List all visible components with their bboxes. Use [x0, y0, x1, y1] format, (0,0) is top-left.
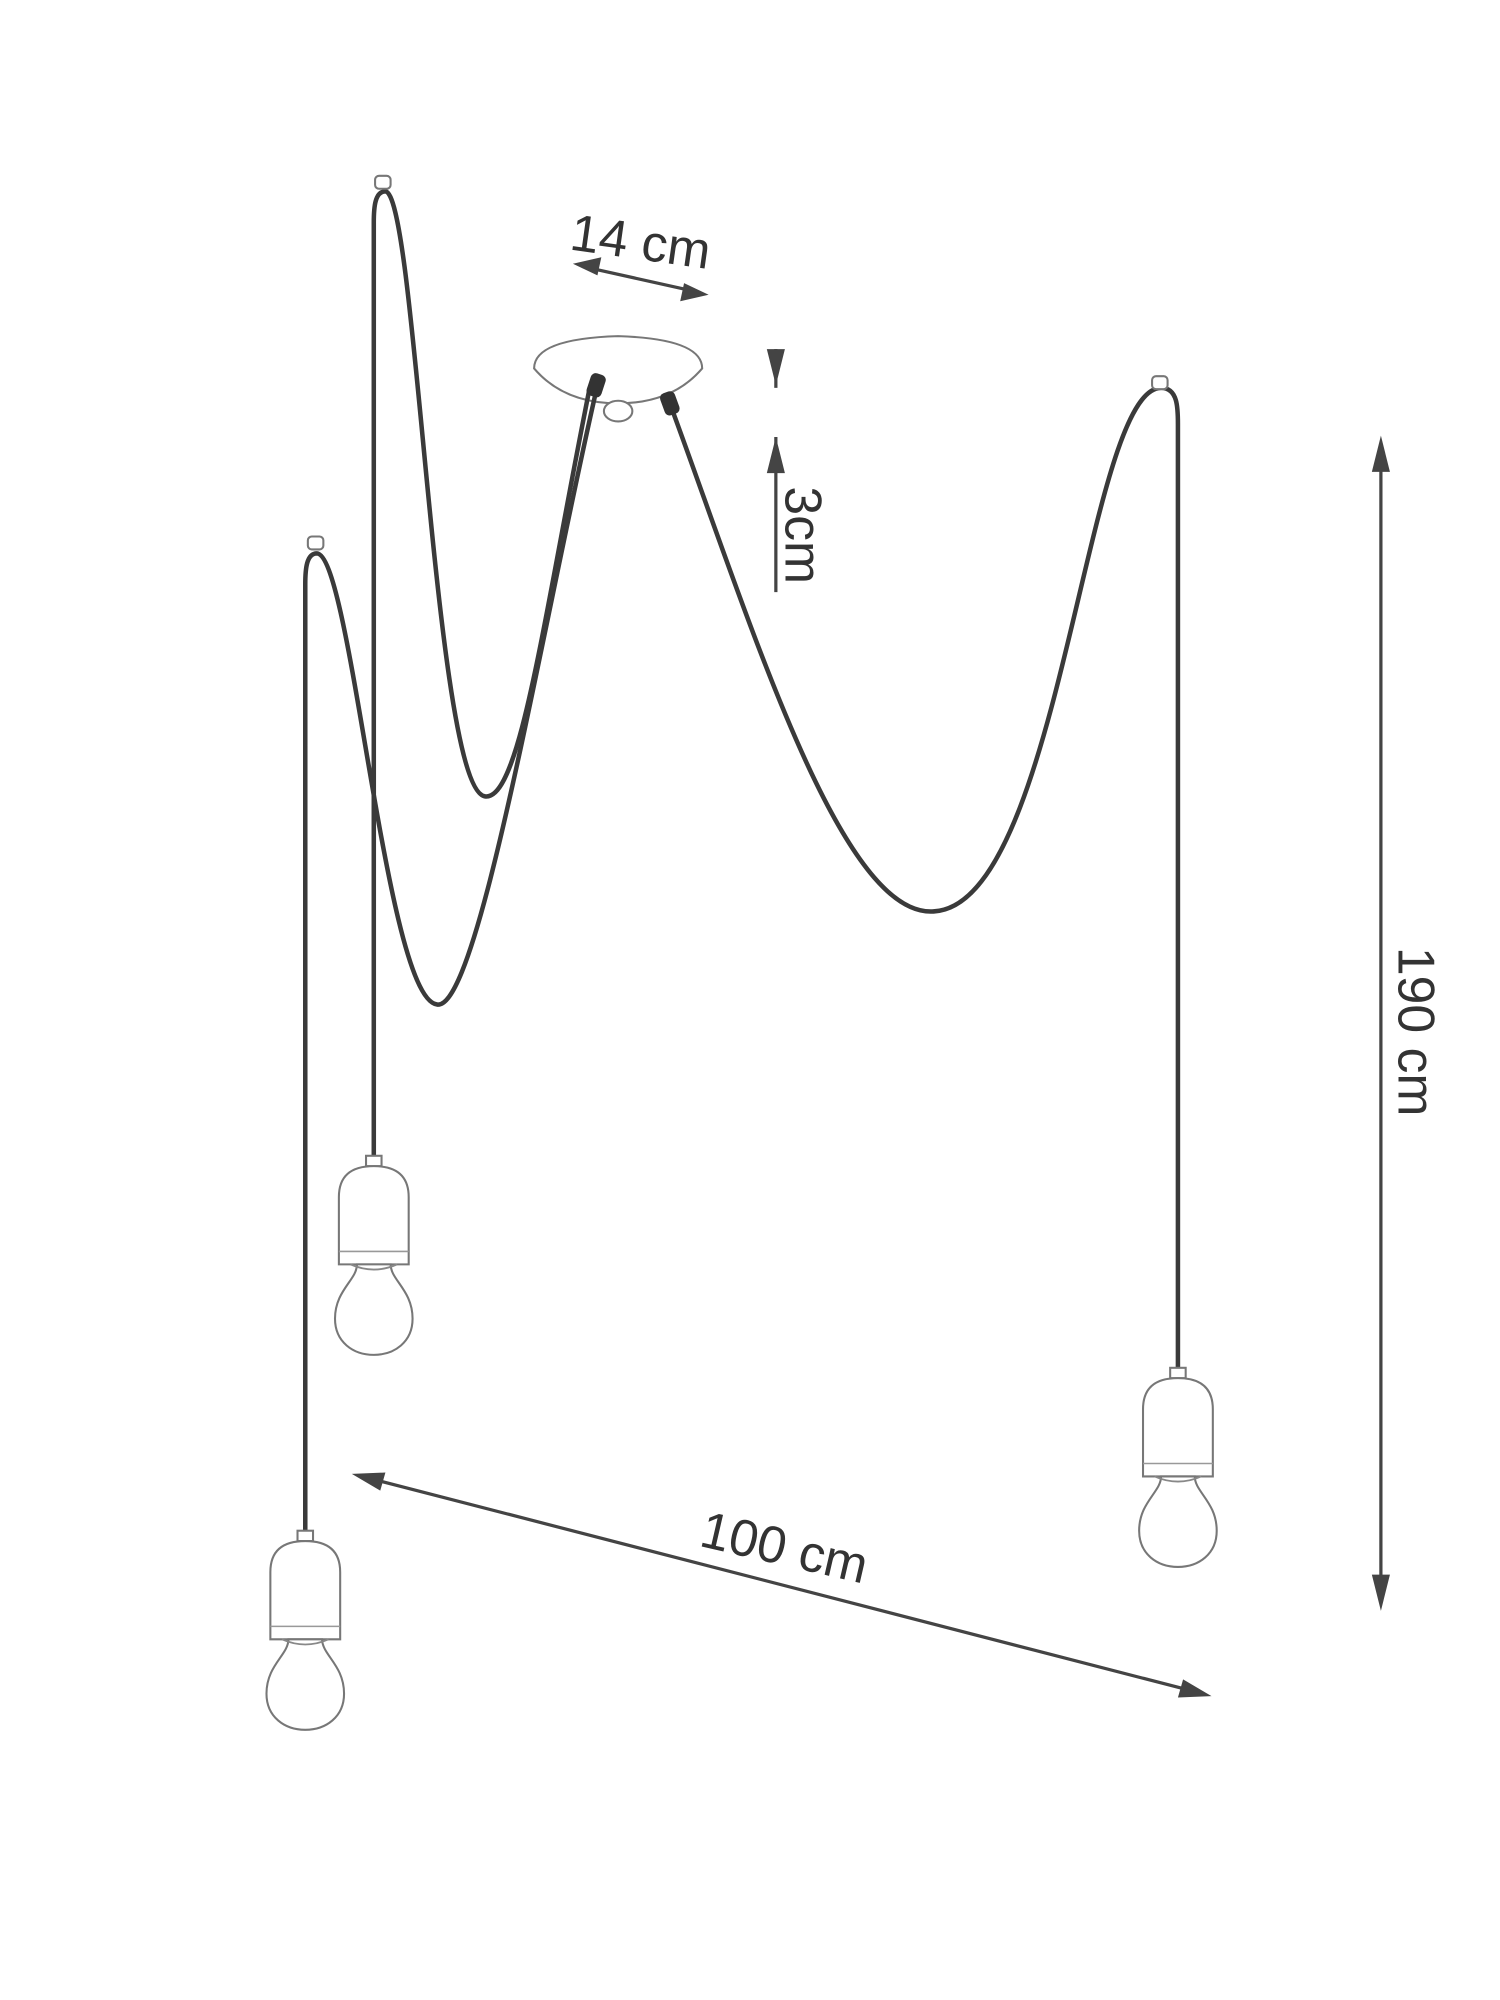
label-height: 190 cm — [1387, 947, 1445, 1117]
label-width: 100 cm — [695, 1500, 873, 1595]
label-canopy-height: 3cm — [774, 486, 832, 584]
canopy — [533, 335, 704, 423]
dimension-width: 100 cm — [351, 1472, 1212, 1698]
dimension-top-width: 14 cm — [567, 203, 714, 302]
cables — [303, 174, 1181, 1536]
lamps — [265, 1154, 1218, 1731]
dimension-canopy-height: 3cm — [766, 349, 832, 593]
dimension-height: 190 cm — [1371, 435, 1445, 1611]
